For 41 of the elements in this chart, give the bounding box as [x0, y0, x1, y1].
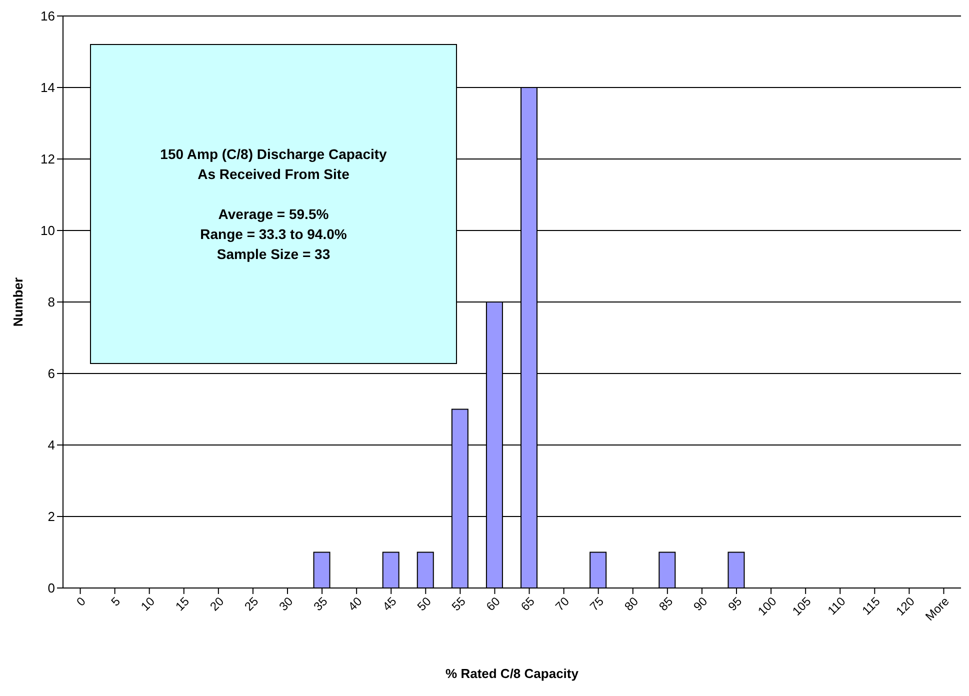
x-tick-label: 5	[108, 594, 124, 609]
x-tick-label: 25	[242, 594, 262, 614]
x-tick-label: 110	[824, 594, 848, 618]
x-tick-label: 55	[448, 594, 469, 614]
x-tick-label: 40	[345, 594, 365, 614]
x-tick-label: 20	[207, 594, 227, 614]
x-tick-label: 45	[380, 594, 400, 614]
y-tick-label: 14	[40, 80, 55, 96]
x-tick-label: 105	[790, 594, 814, 618]
x-tick-label: 80	[622, 594, 642, 614]
x-tick-label: 100	[755, 594, 780, 618]
x-tick-label: 10	[138, 594, 158, 614]
x-tick-label: 85	[656, 594, 676, 614]
x-tick-label: 120	[893, 594, 918, 618]
y-tick-label: 4	[48, 438, 55, 453]
y-axis-title: Number	[10, 277, 26, 327]
y-tick-label: 12	[40, 152, 55, 167]
annotation: Range = 33.3 to 94.0%	[200, 225, 347, 244]
y-tick-label: 8	[48, 294, 55, 310]
x-tick-label: 0	[74, 594, 89, 609]
x-tick-label: 50	[414, 594, 434, 614]
y-tick-label: 0	[48, 580, 55, 596]
y-tick-label: 2	[48, 509, 55, 524]
annotation: 150 Amp (C/8) Discharge Capacity	[160, 145, 387, 164]
annotation: Average = 59.5%	[218, 205, 329, 224]
x-tick-label: 65	[518, 594, 538, 614]
x-tick-label: 60	[484, 594, 504, 614]
annotation: As Received From Site	[198, 165, 350, 184]
y-tick-label: 10	[40, 223, 55, 238]
x-tick-label: 30	[276, 594, 296, 614]
x-tick-label: 95	[725, 594, 745, 614]
x-tick-label: 90	[690, 594, 710, 614]
x-tick-label: 70	[552, 594, 572, 614]
x-tick-label: 35	[310, 594, 330, 614]
x-tick-label: 15	[172, 594, 192, 614]
y-tick-label: 16	[40, 8, 55, 24]
x-axis-title: % Rated C/8 Capacity	[446, 666, 580, 681]
annotation: Sample Size = 33	[216, 245, 330, 264]
x-tick-label: 75	[587, 594, 607, 614]
y-tick-label: 6	[48, 366, 55, 382]
x-tick-label: 115	[859, 594, 884, 618]
